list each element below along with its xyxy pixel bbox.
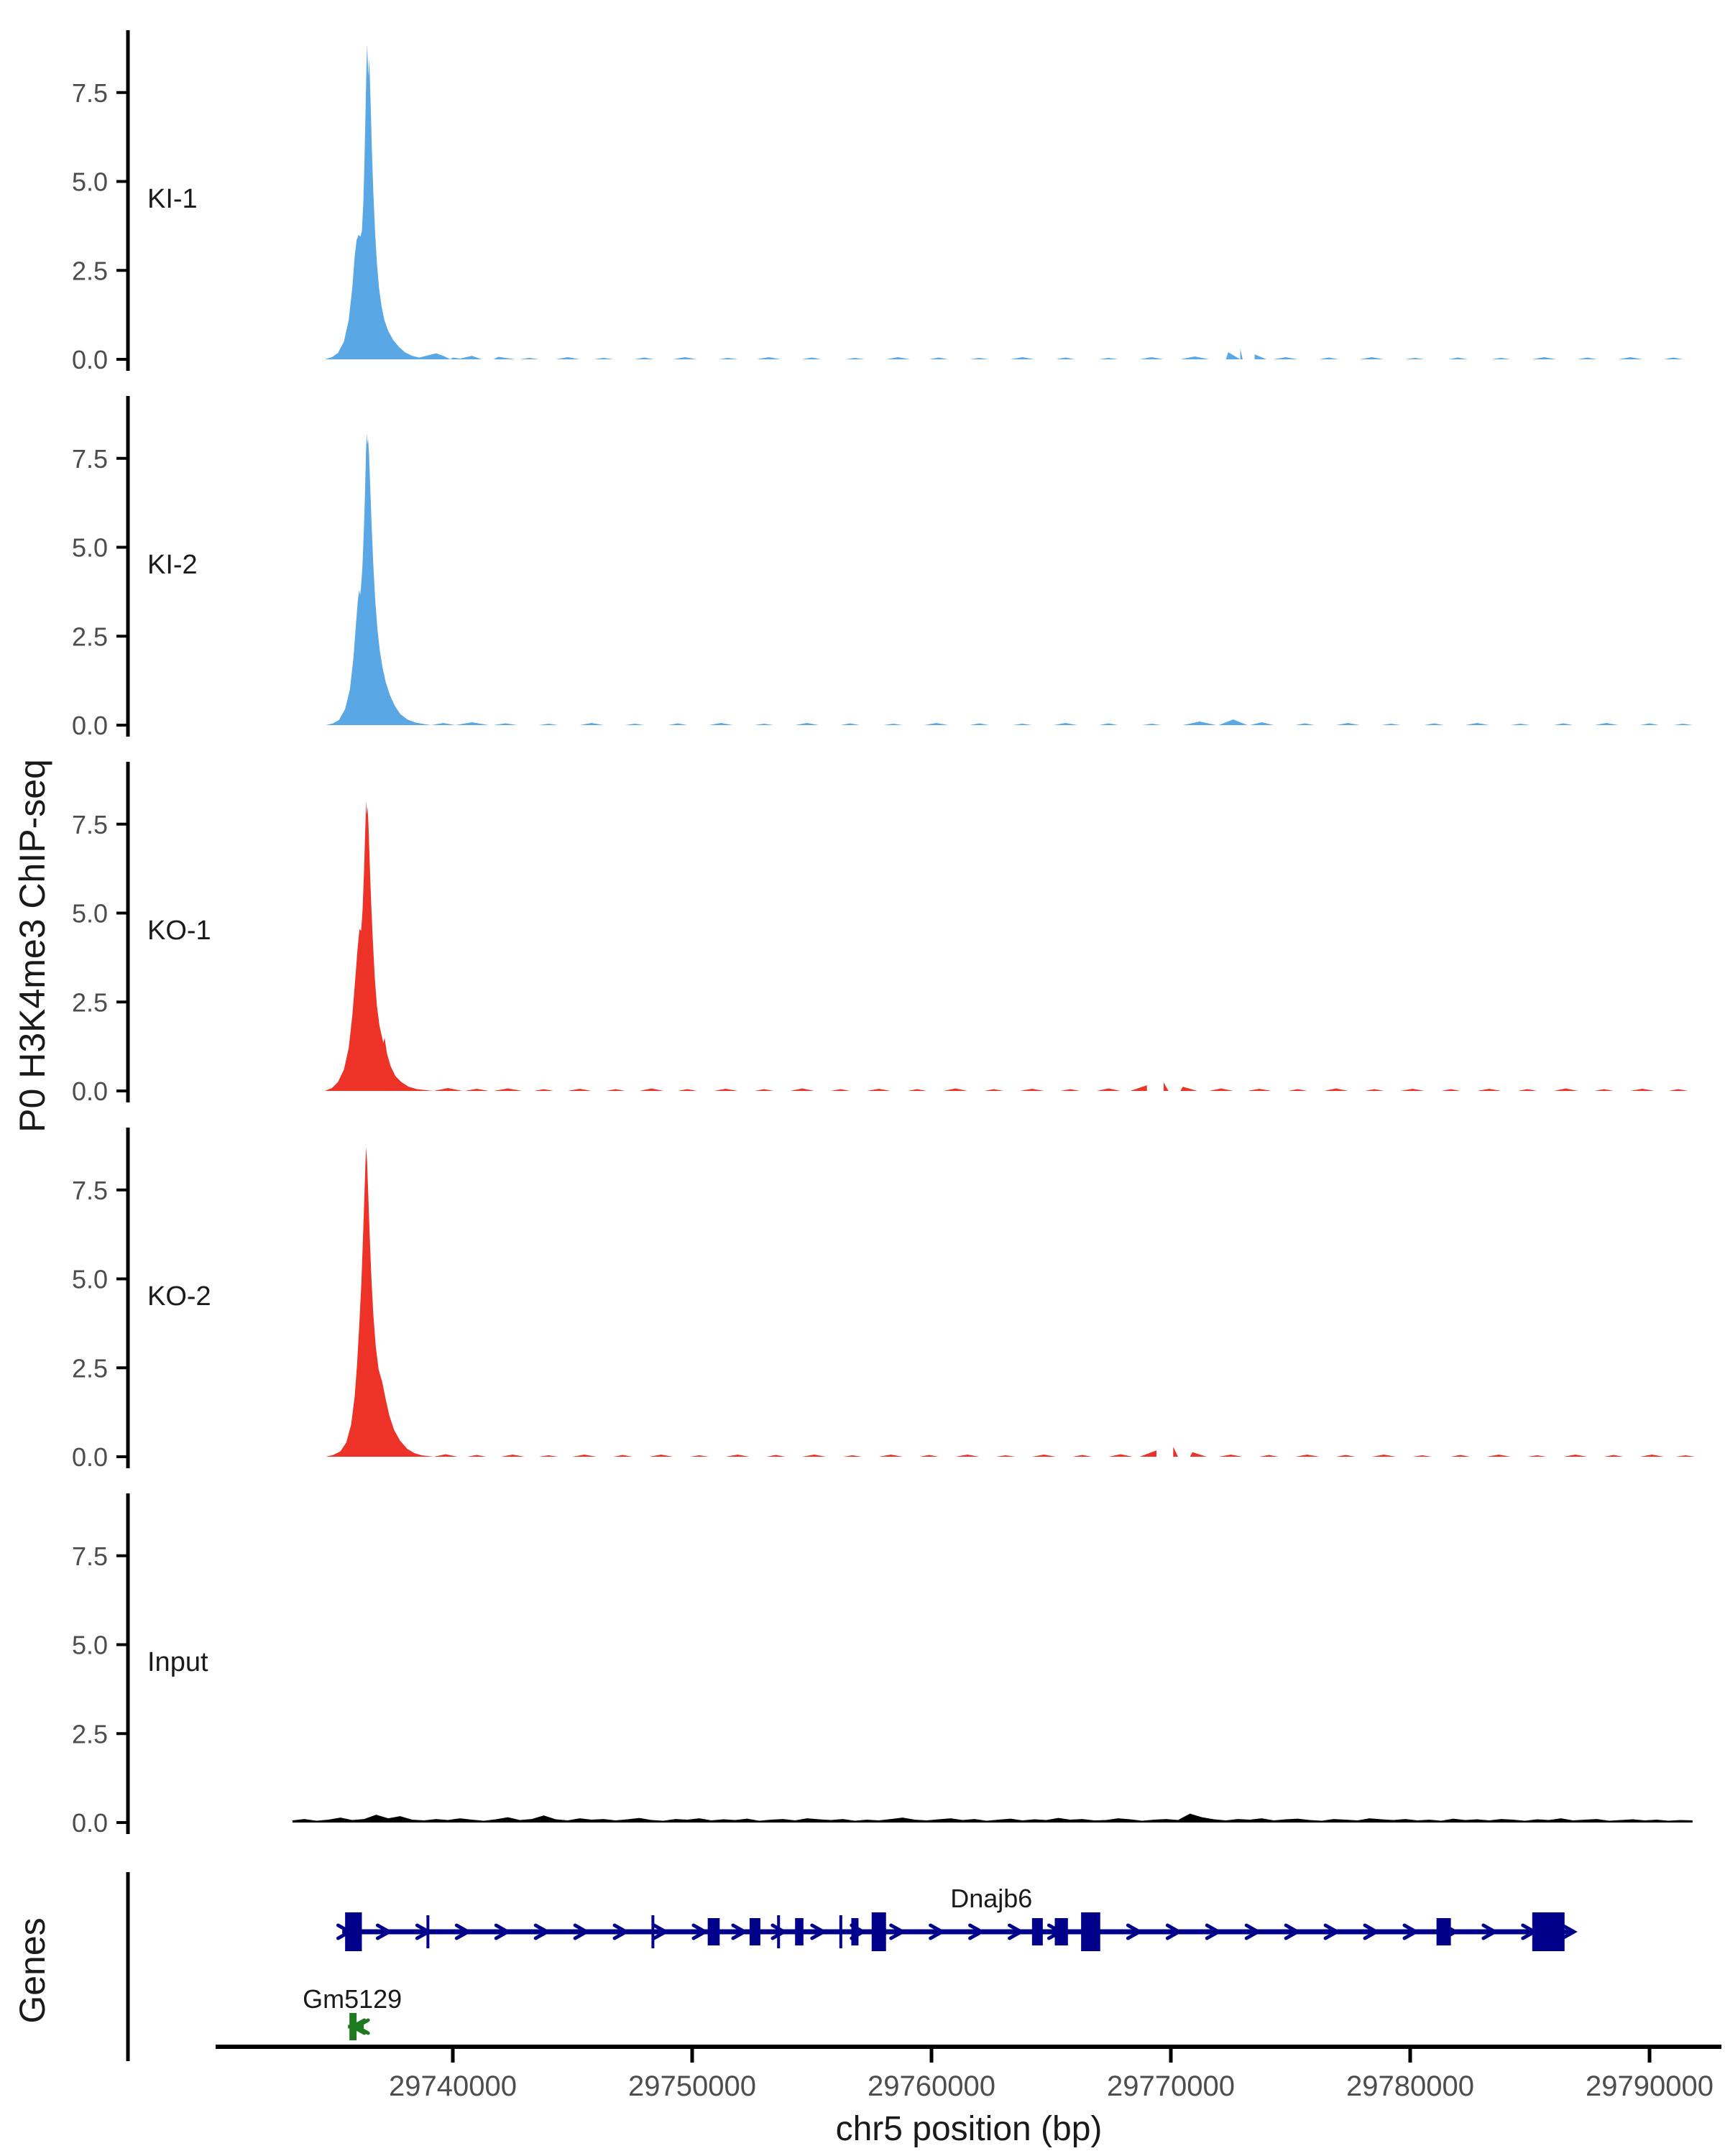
track-panel-Input: 0.0 2.5 5.0 7.5 Input — [72, 1493, 1693, 1838]
strand-arrow-icon — [652, 1923, 670, 1940]
strand-arrow-icon — [1008, 1923, 1025, 1940]
strand-arrow-icon — [731, 1923, 749, 1940]
strand-arrow-icon — [770, 1923, 788, 1940]
track-panel-KI-2: 0.0 2.5 5.0 7.5 KI-2 — [72, 396, 1693, 740]
coverage-area-KO-1 — [324, 801, 1688, 1091]
y-axis-tick-label: 2.5 — [72, 1719, 108, 1749]
coverage-area-KI-1 — [324, 44, 1683, 360]
strand-arrow-icon — [929, 1923, 946, 1940]
exon-thin — [651, 1915, 655, 1948]
x-axis-tick-label: 29790000 — [1586, 2070, 1714, 2102]
strand-arrow-icon — [1323, 1923, 1341, 1940]
y-axis-tick-label: 0.0 — [72, 1808, 108, 1838]
y-axis-tick-label: 0.0 — [72, 711, 108, 740]
track-panel-KI-1: 0.0 2.5 5.0 7.5 KI-1 — [72, 30, 1683, 374]
strand-arrow-icon — [1205, 1923, 1223, 1940]
exon-box — [1054, 1918, 1068, 1945]
strand-arrow-icon — [810, 1923, 827, 1940]
strand-arrow-icon — [533, 1923, 551, 1940]
strand-arrow-icon — [494, 1923, 512, 1940]
strand-arrow-icon — [573, 1923, 591, 1940]
strand-arrow-icon — [1126, 1923, 1144, 1940]
gene-model-dnajb6: Dnajb6 — [336, 1884, 1578, 1951]
exon-tall — [345, 1912, 362, 1951]
y-axis-tick-label: 7.5 — [72, 1542, 108, 1571]
gene-model-gm5129: Gm5129 — [303, 1984, 402, 2040]
exon-tall — [1081, 1912, 1100, 1951]
x-axis-layer: 29740000 29750000 29760000 29770000 29780000… — [216, 2045, 1721, 2102]
exon-box — [749, 1918, 760, 1945]
track-label: KO-1 — [147, 916, 211, 946]
track-label: Input — [147, 1647, 208, 1677]
strand-arrow-icon — [1363, 1923, 1381, 1940]
gene-name-label: Gm5129 — [303, 1984, 402, 2014]
genes-panel-title: Genes — [12, 1917, 52, 2023]
track-panel-KO-1: 0.0 2.5 5.0 7.5 KO-1 — [72, 762, 1688, 1106]
y-axis-tick-label: 7.5 — [72, 78, 108, 108]
strand-arrow-icon — [454, 1923, 472, 1940]
coverage-area-Input — [292, 1813, 1693, 1823]
x-axis-title: chr5 position (bp) — [836, 2110, 1103, 2148]
strand-arrow-icon — [1481, 1923, 1499, 1940]
y-axis-tick-label: 2.5 — [72, 987, 108, 1017]
coverage-area-KO-2 — [326, 1147, 1696, 1457]
y-axis-tick-label: 5.0 — [72, 1631, 108, 1660]
exon-thin — [426, 1915, 430, 1948]
exon-box — [851, 1918, 859, 1945]
strand-arrow-icon — [691, 1923, 709, 1940]
y-axis-tick-label: 0.0 — [72, 345, 108, 374]
x-axis-tick-label: 29740000 — [389, 2070, 517, 2102]
x-axis-tick-label: 29750000 — [628, 2070, 756, 2102]
y-axis-tick-label: 5.0 — [72, 1265, 108, 1294]
x-axis-tick-label: 29780000 — [1346, 2070, 1474, 2102]
x-axis-tick-label: 29770000 — [1107, 2070, 1235, 2102]
strand-arrow-icon — [1284, 1923, 1302, 1940]
track-label: KI-2 — [147, 550, 198, 580]
strand-arrow-icon — [889, 1923, 906, 1940]
y-axis-tick-label: 5.0 — [72, 533, 108, 563]
y-axis-tick-label: 2.5 — [72, 622, 108, 651]
track-label: KI-1 — [147, 184, 198, 214]
strand-arrow-icon — [1244, 1923, 1262, 1940]
coverage-area-KI-2 — [326, 433, 1693, 725]
coverage-tracks-layer: 0.0 2.5 5.0 7.5 KI-1 0.0 2.5 5.0 7.5 KI-2 0.0 2.5 5.… — [72, 30, 1696, 1838]
y-axis-title: P0 H3K4me3 ChIP-seq — [12, 759, 52, 1133]
strand-arrow-icon — [375, 1923, 393, 1940]
exon-box — [349, 2013, 357, 2040]
y-axis-tick-label: 7.5 — [72, 444, 108, 474]
genes-layer: Dnajb6 Gm5129 — [126, 1872, 1578, 2061]
y-axis-tick-label: 0.0 — [72, 1077, 108, 1106]
y-axis-tick-label: 2.5 — [72, 1353, 108, 1383]
exon-thin — [839, 1915, 842, 1948]
exon-tall — [871, 1912, 886, 1951]
y-axis-tick-label: 0.0 — [72, 1442, 108, 1472]
y-axis-tick-label: 5.0 — [72, 899, 108, 929]
x-axis-tick-label: 29760000 — [868, 2070, 995, 2102]
y-axis-tick-label: 7.5 — [72, 810, 108, 839]
strand-arrow-icon — [1560, 1923, 1578, 1940]
exon-box — [1436, 1918, 1451, 1945]
exon-box — [795, 1918, 804, 1945]
exon-tall — [1532, 1912, 1565, 1951]
strand-arrow-icon — [1402, 1923, 1420, 1940]
strand-arrow-icon — [1165, 1923, 1183, 1940]
y-axis-tick-label: 2.5 — [72, 256, 108, 285]
track-label: KO-2 — [147, 1281, 211, 1312]
strand-arrow-icon — [968, 1923, 985, 1940]
strand-arrow-icon — [612, 1923, 630, 1940]
track-panel-KO-2: 0.0 2.5 5.0 7.5 KO-2 — [72, 1128, 1696, 1472]
exon-box — [707, 1918, 720, 1945]
exon-thin — [777, 1915, 781, 1948]
gene-name-label: Dnajb6 — [950, 1884, 1032, 1913]
y-axis-tick-label: 5.0 — [72, 167, 108, 197]
exon-box — [1031, 1918, 1043, 1945]
y-axis-tick-label: 7.5 — [72, 1176, 108, 1205]
